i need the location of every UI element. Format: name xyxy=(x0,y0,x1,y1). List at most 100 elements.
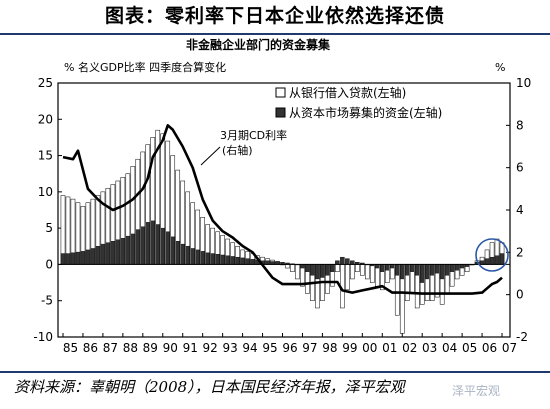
bar-capital-market xyxy=(170,236,175,265)
x-tick-label: 96 xyxy=(282,341,297,355)
bar-capital-market xyxy=(85,249,91,265)
y-axis-label-right: % xyxy=(495,61,505,74)
y-tick-label-right: 0 xyxy=(516,288,524,302)
bar-capital-market xyxy=(325,264,330,276)
bar-capital-market xyxy=(424,264,430,280)
x-tick-label: 85 xyxy=(63,341,78,355)
page-title: 图表：零利率下日本企业依然选择还债 xyxy=(104,5,445,27)
bar-capital-market xyxy=(165,231,171,265)
bar-capital-market xyxy=(225,255,230,265)
y-tick-label-right: 4 xyxy=(516,203,524,217)
bar-capital-market xyxy=(310,264,315,276)
y-tick-label-left: -5 xyxy=(41,294,53,308)
bar-capital-market xyxy=(454,264,460,271)
bar-capital-market xyxy=(210,253,215,265)
annotation-right-axis: (右轴) xyxy=(222,143,253,157)
x-tick-label: 95 xyxy=(262,341,277,355)
bar-capital-market xyxy=(434,264,440,274)
bar-capital-market xyxy=(449,264,455,272)
highlight-circle xyxy=(475,238,509,272)
legend-label-bank-loans: 从银行借入贷款(左轴) xyxy=(289,85,406,100)
x-tick-label: 05 xyxy=(462,341,477,355)
bar-capital-market xyxy=(100,243,106,265)
bar-capital-market xyxy=(265,260,270,265)
bar-capital-market xyxy=(70,252,76,265)
bar-bank-loans xyxy=(295,264,300,280)
x-tick-label: 99 xyxy=(342,341,357,355)
bar-capital-market xyxy=(429,264,435,276)
x-tick-label: 02 xyxy=(402,341,417,355)
x-tick-label: 03 xyxy=(422,341,437,355)
bar-capital-market xyxy=(245,258,250,265)
bar-bank-loans xyxy=(345,264,350,291)
bar-capital-market xyxy=(75,251,81,265)
bar-capital-market xyxy=(380,264,385,272)
bar-capital-market xyxy=(479,260,485,265)
bar-capital-market xyxy=(300,264,305,269)
bar-bank-loans xyxy=(285,264,290,269)
y-tick-label-right: -2 xyxy=(516,330,528,344)
watermark: 泽平宏观 xyxy=(452,384,501,398)
legend-swatch-bank-loans xyxy=(275,87,286,98)
x-tick-label: 06 xyxy=(482,341,497,355)
bar-capital-market xyxy=(195,249,200,265)
y-tick-label-left: 5 xyxy=(45,221,53,235)
x-tick-label: 04 xyxy=(442,341,457,355)
y-axis-label-left: % 名义GDP比率 四季度合算变化 xyxy=(64,60,226,74)
bar-capital-market xyxy=(230,256,235,265)
bar-capital-market xyxy=(320,264,325,278)
bar-capital-market xyxy=(155,224,161,265)
bar-capital-market xyxy=(330,264,335,272)
y-tick-label-left: 20 xyxy=(38,112,53,126)
bar-capital-market xyxy=(140,226,146,265)
bar-capital-market xyxy=(60,253,66,265)
x-tick-label: 88 xyxy=(123,341,138,355)
bar-capital-market xyxy=(419,264,425,283)
bar-capital-market xyxy=(494,255,500,265)
bar-capital-market xyxy=(444,264,450,276)
bar-capital-market xyxy=(180,243,185,265)
y-tick-label-left: 25 xyxy=(38,76,53,90)
bar-capital-market xyxy=(235,256,240,265)
bottom-divider xyxy=(0,371,550,373)
bar-bank-loans xyxy=(365,264,370,280)
bar-capital-market xyxy=(404,264,410,276)
cd-rate-line xyxy=(62,124,503,295)
y-axis-left: 25 20 15 10 5 0 -5 -10 xyxy=(33,76,62,344)
x-tick-label: 94 xyxy=(242,341,257,355)
x-tick-label: 92 xyxy=(203,341,218,355)
bar-capital-market xyxy=(130,233,136,265)
x-tick-label: 00 xyxy=(362,341,377,355)
bar-bank-loans xyxy=(335,264,340,272)
bar-capital-market xyxy=(399,264,405,280)
bar-capital-market xyxy=(390,264,395,269)
x-tick-label: 01 xyxy=(382,341,397,355)
x-tick-label: 93 xyxy=(222,341,237,355)
bar-bank-loans xyxy=(370,264,375,283)
x-tick-label: 97 xyxy=(302,341,317,355)
bar-capital-market xyxy=(105,242,111,265)
bar-capital-market xyxy=(385,264,390,271)
bar-capital-market xyxy=(395,264,400,276)
bar-capital-market xyxy=(305,264,310,272)
bar-capital-market xyxy=(115,239,121,265)
source-note: 资料来源：辜朝明（2008），日本国民经济年报，泽平宏观 xyxy=(14,378,405,396)
bar-capital-market xyxy=(240,257,245,265)
bar-capital-market xyxy=(459,264,465,269)
bar-capital-market xyxy=(110,241,116,265)
bar-capital-market xyxy=(414,264,420,276)
bar-capital-market xyxy=(145,222,151,265)
bar-capital-market xyxy=(375,264,380,269)
bar-bank-loans xyxy=(350,264,355,280)
x-axis: 85 86 87 88 89 90 91 92 93 94 95 96 97 98 99 00 01 02 03 04… xyxy=(62,333,517,355)
bar-capital-market xyxy=(205,252,210,265)
chart: 非金融企业部门的资金募集 % 名义GDP比率 四季度合算变化 % 2520151… xyxy=(33,37,531,355)
legend: 从银行借入贷款(左轴) 从资本市场募集的资金(左轴) xyxy=(275,85,442,120)
bar-capital-market xyxy=(350,260,355,265)
y-tick-label-left: 15 xyxy=(38,149,53,163)
y-tick-label-right: 10 xyxy=(516,76,531,90)
bar-capital-market xyxy=(409,264,415,272)
bar-capital-market xyxy=(499,253,505,265)
x-tick-label: 86 xyxy=(83,341,98,355)
bar-capital-market xyxy=(135,229,141,265)
